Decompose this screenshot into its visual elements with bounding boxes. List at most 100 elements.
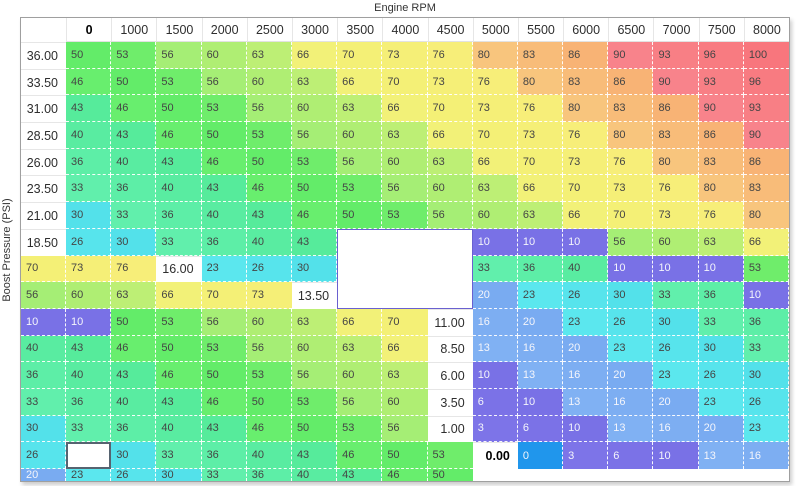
table-cell[interactable]: 50: [201, 362, 247, 389]
table-cell[interactable]: 30: [653, 308, 699, 336]
table-cell[interactable]: 30: [21, 415, 66, 443]
table-cell[interactable]: 50: [246, 148, 292, 176]
table-cell[interactable]: 63: [427, 148, 473, 176]
row-header-21.00[interactable]: 21.00: [21, 202, 66, 229]
row-header-16.00[interactable]: 16.00: [156, 255, 202, 283]
table-cell[interactable]: 53: [382, 202, 428, 229]
table-cell[interactable]: 26: [608, 308, 654, 336]
table-cell[interactable]: 43: [337, 469, 383, 481]
table-cell[interactable]: 66: [337, 68, 383, 96]
row-header-3.50[interactable]: 3.50: [427, 388, 473, 416]
column-header-2500[interactable]: 2500: [246, 18, 292, 42]
table-cell[interactable]: 66: [291, 42, 338, 69]
column-header-1000[interactable]: 1000: [111, 18, 157, 42]
table-cell[interactable]: 30: [111, 228, 157, 256]
table-cell[interactable]: 30: [608, 282, 654, 309]
table-cell[interactable]: 63: [382, 122, 428, 149]
table-cell[interactable]: 76: [111, 255, 157, 283]
table-cell[interactable]: 63: [337, 335, 383, 363]
table-cell[interactable]: 40: [291, 469, 338, 481]
table-cell[interactable]: 46: [246, 175, 292, 203]
table-cell[interactable]: 23: [608, 335, 654, 363]
table-cell[interactable]: 56: [608, 228, 654, 256]
table-cell[interactable]: 73: [653, 202, 699, 229]
table-cell[interactable]: 46: [246, 415, 292, 443]
table-cell[interactable]: 20: [698, 415, 744, 443]
table-cell[interactable]: 30: [743, 362, 789, 389]
row-header-6.00[interactable]: 6.00: [427, 362, 473, 389]
table-cell[interactable]: 43: [66, 335, 112, 363]
table-cell[interactable]: 63: [291, 68, 338, 96]
row-header-11.00[interactable]: 11.00: [427, 308, 473, 336]
table-cell[interactable]: 36: [111, 175, 157, 203]
table-cell[interactable]: 63: [698, 228, 744, 256]
table-cell[interactable]: 66: [427, 122, 473, 149]
table-cell[interactable]: 83: [517, 42, 564, 69]
table-cell[interactable]: 3: [563, 442, 609, 469]
table-cell[interactable]: 70: [382, 68, 428, 96]
table-cell[interactable]: 60: [337, 362, 383, 389]
table-cell[interactable]: 50: [427, 469, 473, 481]
table-cell[interactable]: 53: [427, 442, 473, 469]
table-cell[interactable]: 46: [156, 122, 202, 149]
table-cell[interactable]: 60: [427, 175, 473, 203]
table-cell[interactable]: 56: [382, 175, 428, 203]
table-cell[interactable]: 80: [563, 95, 609, 123]
table-cell[interactable]: 76: [517, 95, 564, 123]
table-cell[interactable]: 60: [337, 122, 383, 149]
table-cell[interactable]: 46: [66, 68, 112, 96]
table-cell[interactable]: 73: [517, 122, 564, 149]
table-cell[interactable]: 46: [201, 148, 247, 176]
column-header-0[interactable]: 0: [66, 18, 112, 42]
table-cell[interactable]: 13: [563, 388, 609, 416]
table-cell[interactable]: 40: [66, 122, 112, 149]
table-cell[interactable]: 73: [563, 148, 609, 176]
row-header-8.50[interactable]: 8.50: [427, 335, 473, 363]
table-cell[interactable]: 46: [156, 362, 202, 389]
table-cell[interactable]: 50: [382, 442, 428, 469]
table-cell[interactable]: 50: [66, 42, 112, 69]
table-cell[interactable]: 86: [743, 148, 789, 176]
table-cell[interactable]: 26: [246, 255, 292, 283]
column-header-5000[interactable]: 5000: [472, 18, 518, 42]
table-cell[interactable]: 33: [698, 308, 744, 336]
table-cell[interactable]: 80: [472, 42, 518, 69]
table-cell[interactable]: 53: [337, 175, 383, 203]
table-cell[interactable]: 43: [291, 442, 338, 469]
table-cell[interactable]: 26: [66, 228, 112, 256]
table-cell[interactable]: 50: [156, 335, 202, 363]
table-cell[interactable]: 60: [246, 308, 292, 336]
table-cell[interactable]: 46: [291, 202, 338, 229]
table-cell[interactable]: 50: [246, 388, 292, 416]
table-cell[interactable]: 33: [743, 335, 789, 363]
table-cell[interactable]: 56: [337, 388, 383, 416]
table-cell[interactable]: 53: [156, 308, 202, 336]
table-cell[interactable]: 50: [291, 415, 338, 443]
table-cell[interactable]: 16: [743, 442, 789, 469]
column-header-4000[interactable]: 4000: [382, 18, 428, 42]
table-cell[interactable]: 36: [66, 388, 112, 416]
table-cell[interactable]: 23: [743, 415, 789, 443]
table-cell[interactable]: 66: [563, 202, 609, 229]
table-cell[interactable]: 73: [66, 255, 112, 283]
table-cell[interactable]: 43: [66, 95, 112, 123]
table-cell[interactable]: 30: [698, 335, 744, 363]
table-cell[interactable]: 66: [472, 148, 518, 176]
table-cell[interactable]: 80: [608, 122, 654, 149]
table-cell[interactable]: 10: [743, 282, 789, 309]
table-cell[interactable]: 10: [517, 228, 564, 256]
table-cell[interactable]: 0: [517, 442, 564, 469]
table-cell[interactable]: 16: [653, 415, 699, 443]
table-cell[interactable]: 23: [563, 308, 609, 336]
table-cell[interactable]: 23: [698, 388, 744, 416]
table-cell[interactable]: 93: [743, 95, 789, 123]
column-header-3500[interactable]: 3500: [337, 18, 383, 42]
table-cell[interactable]: 40: [156, 175, 202, 203]
table-cell[interactable]: 36: [21, 362, 66, 389]
table-cell[interactable]: 66: [337, 308, 383, 336]
table-cell[interactable]: 70: [382, 308, 428, 336]
table-cell[interactable]: 36: [201, 442, 247, 469]
table-cell[interactable]: 40: [246, 442, 292, 469]
table-cell[interactable]: 30: [111, 442, 157, 469]
table-cell[interactable]: 16: [608, 388, 654, 416]
